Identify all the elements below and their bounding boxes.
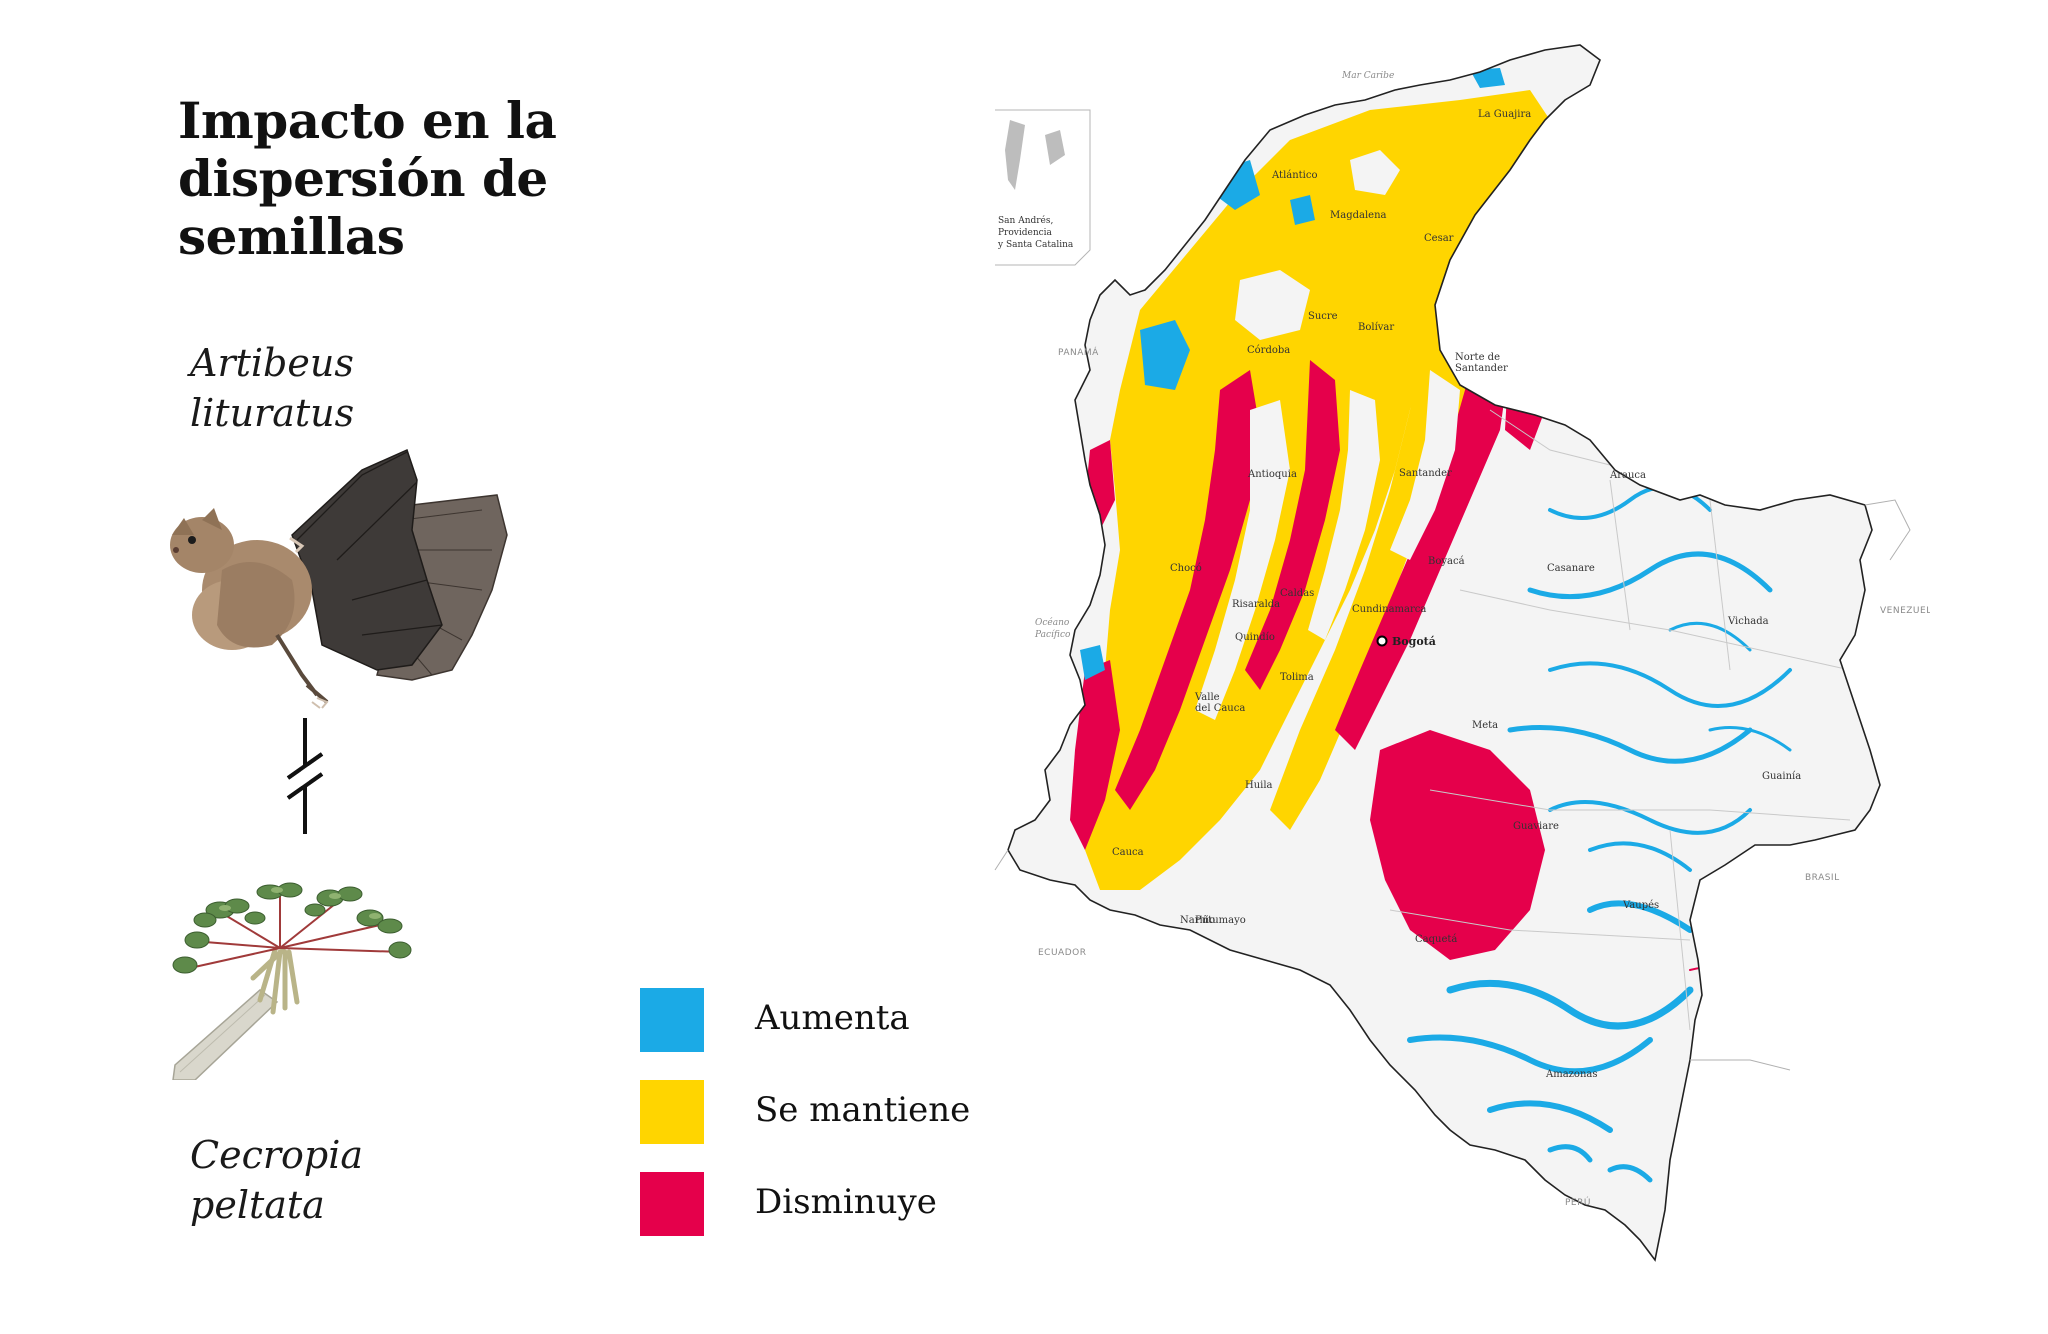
- department-labels: La Guajira Atlántico Magdalena Cesar Suc…: [1112, 109, 1801, 1080]
- title-line-2: dispersión de: [178, 149, 548, 208]
- label-vichada: Vichada: [1727, 616, 1769, 627]
- label-risaralda: Risaralda: [1232, 599, 1280, 610]
- title-line-1: Impacto en la: [178, 91, 557, 150]
- label-peru: PERÚ: [1565, 1196, 1591, 1208]
- label-venezuela: VENEZUELA: [1880, 606, 1930, 616]
- label-meta: Meta: [1472, 720, 1498, 731]
- label-oceano: Océano: [1035, 617, 1070, 628]
- label-bolivar: Bolívar: [1358, 322, 1394, 333]
- label-guaviare: Guaviare: [1513, 821, 1559, 832]
- label-cordoba: Córdoba: [1247, 345, 1290, 356]
- label-cundinamarca: Cundinamarca: [1352, 604, 1426, 615]
- label-sucre: Sucre: [1308, 311, 1338, 322]
- species-plant-genus: Cecropia: [190, 1133, 364, 1177]
- label-valle-1: Valle: [1194, 692, 1220, 703]
- legend-label-se-mantiene: Se mantiene: [755, 1090, 971, 1130]
- legend-swatch-aumenta: [640, 988, 704, 1052]
- colombia-map: San Andrés, Providencia y Santa Catalina…: [994, 44, 1930, 1261]
- label-cesar: Cesar: [1424, 233, 1454, 244]
- inset-label-line-2: Providencia: [998, 228, 1053, 238]
- label-panama: PANAMÁ: [1058, 346, 1099, 358]
- label-choco: Chocó: [1170, 563, 1202, 574]
- species-bat-genus: Artibeus: [190, 341, 354, 385]
- label-huila: Huila: [1245, 780, 1273, 791]
- label-pacifico: Pacífico: [1034, 629, 1071, 640]
- title-line-3: semillas: [178, 207, 405, 266]
- label-atlantico: Atlántico: [1271, 170, 1318, 181]
- label-norte-santander-2: Santander: [1455, 363, 1508, 374]
- label-caqueta: Caquetá: [1415, 934, 1457, 945]
- species-name-plant: Cecropia peltata: [190, 1130, 363, 1230]
- inset-label-line-3: y Santa Catalina: [997, 240, 1074, 250]
- label-vaupes: Vaupés: [1622, 900, 1659, 911]
- legend-swatch-disminuye: [640, 1172, 704, 1236]
- label-magdalena: Magdalena: [1330, 210, 1387, 221]
- no-interaction-icon: [286, 718, 324, 834]
- label-amazonas: Amazonas: [1545, 1069, 1598, 1080]
- label-cauca: Cauca: [1112, 847, 1144, 858]
- species-bat-epithet: lituratus: [190, 391, 355, 435]
- capital-marker-icon: [1376, 635, 1388, 647]
- label-antioquia: Antioquia: [1247, 469, 1297, 480]
- bat-illustration: [164, 448, 508, 709]
- label-arauca: Arauca: [1609, 470, 1646, 481]
- label-bogota: Bogotá: [1392, 635, 1436, 648]
- legend-label-aumenta: Aumenta: [755, 998, 910, 1038]
- label-ecuador: ECUADOR: [1038, 948, 1086, 958]
- label-norte-santander-1: Norte de: [1455, 352, 1500, 363]
- label-mar-caribe: Mar Caribe: [1341, 71, 1394, 81]
- species-plant-epithet: peltata: [190, 1183, 325, 1227]
- legend-swatch-se-mantiene: [640, 1080, 704, 1144]
- label-tolima: Tolima: [1280, 672, 1314, 683]
- label-caldas: Caldas: [1280, 588, 1314, 599]
- inset-san-andres: San Andrés, Providencia y Santa Catalina: [995, 109, 1091, 266]
- inset-label-line-1: San Andrés,: [998, 215, 1053, 226]
- label-guainia: Guainía: [1762, 771, 1801, 782]
- legend-label-disminuye: Disminuye: [755, 1182, 937, 1222]
- label-narino: Nariño: [1180, 915, 1215, 926]
- label-quindio: Quindío: [1235, 632, 1275, 643]
- label-santander: Santander: [1399, 468, 1452, 479]
- plant-illustration: [172, 882, 412, 1080]
- page-title: Impacto en la dispersión de semillas: [178, 92, 598, 266]
- label-brasil: BRASIL: [1805, 873, 1840, 883]
- species-name-bat: Artibeus lituratus: [190, 338, 354, 438]
- label-valle-2: del Cauca: [1195, 703, 1245, 714]
- label-la-guajira: La Guajira: [1478, 109, 1531, 120]
- label-casanare: Casanare: [1547, 563, 1595, 574]
- label-boyaca: Boyacá: [1428, 556, 1465, 567]
- label-putumayo: Putumayo: [1195, 915, 1246, 926]
